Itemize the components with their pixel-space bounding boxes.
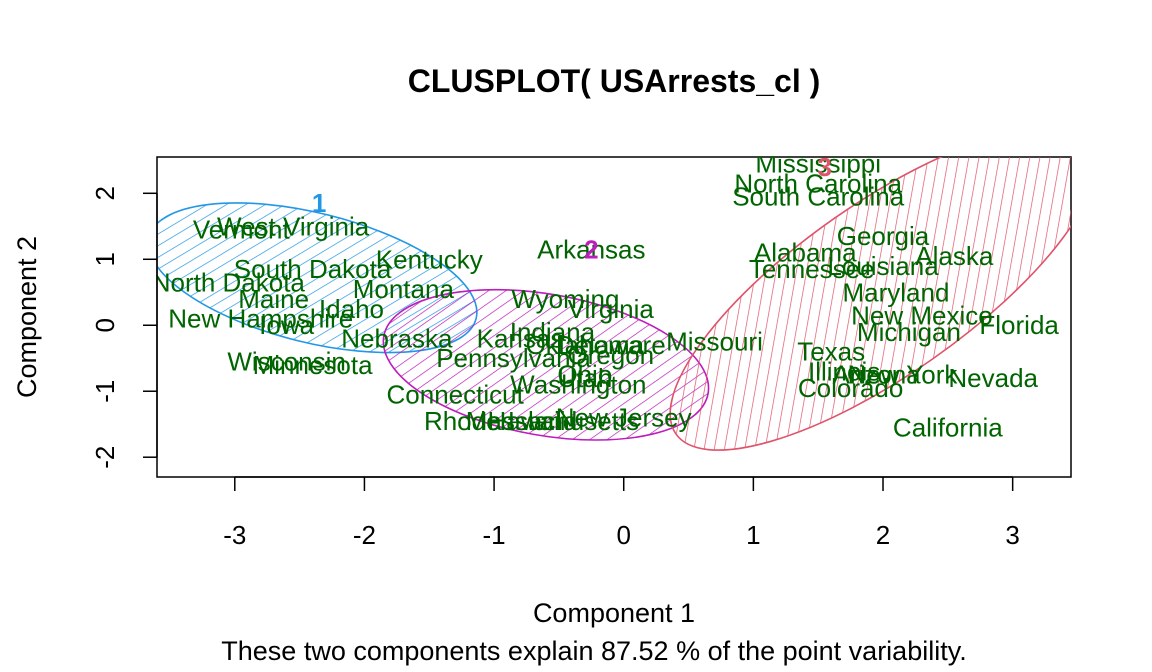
point-label: Wisconsin — [227, 347, 345, 377]
y-tick-label: 2 — [90, 186, 120, 200]
point-label: Delaware — [556, 330, 666, 360]
point-label: Washington — [510, 370, 646, 400]
y-tick-label: 1 — [90, 252, 120, 266]
point-label: California — [893, 413, 1003, 443]
point-label: Colorado — [798, 373, 904, 403]
point-label: Ohio — [557, 360, 612, 390]
point-label: Tennessee — [749, 254, 875, 284]
x-tick-label: -1 — [483, 520, 506, 550]
point-label: Missouri — [666, 327, 763, 357]
point-label: Oregon — [567, 340, 654, 370]
state-labels: Alabama Alaska Arizona Arkansas California Co… — [152, 149, 1059, 443]
point-label: Texas — [797, 337, 865, 367]
point-label: Maryland — [843, 277, 950, 307]
cluster-3-label: 3 — [817, 152, 831, 182]
point-label: Arkansas — [537, 234, 645, 264]
point-label: Kentucky — [376, 244, 483, 274]
point-label: South Dakota — [234, 254, 392, 284]
point-label: Michigan — [857, 317, 961, 347]
x-tick-label: -2 — [353, 520, 376, 550]
point-label: New Jersey — [556, 403, 692, 433]
point-label: Montana — [353, 274, 455, 304]
point-label: Indiana — [510, 317, 596, 347]
point-label: Kansas — [477, 323, 564, 353]
point-label: Hawaii — [487, 406, 565, 436]
point-label: Arizona — [832, 360, 921, 390]
cluster-ellipses — [157, 157, 1071, 451]
cluster-2-label: 2 — [584, 234, 598, 264]
point-label: South Carolina — [732, 182, 905, 212]
cluster-1-label: 1 — [312, 188, 326, 218]
point-label: Minnesota — [253, 350, 373, 380]
point-label: Oklahoma — [526, 330, 645, 360]
chart-subtitle: These two components explain 87.52 % of … — [221, 636, 966, 666]
y-tick-label: 0 — [90, 318, 120, 332]
point-label: Massachusetts — [466, 406, 639, 436]
x-tick-label: 3 — [1005, 520, 1019, 550]
x-axis-label: Component 1 — [533, 598, 695, 628]
point-label: Florida — [979, 310, 1059, 340]
x-tick-label: -3 — [223, 520, 246, 550]
y-tick-label: -1 — [90, 380, 120, 403]
point-label: Iowa — [259, 310, 314, 340]
point-label: Rhode Island — [424, 406, 577, 436]
point-label: North Dakota — [152, 267, 306, 297]
y-axis: -2 -1 0 1 2 — [90, 186, 158, 469]
point-label: Georgia — [837, 221, 930, 251]
x-tick-label: 0 — [616, 520, 630, 550]
point-label: West Virginia — [217, 211, 370, 241]
point-label: Illinois — [808, 356, 880, 386]
y-axis-label: Component 2 — [12, 236, 42, 398]
point-label: Connecticut — [387, 380, 525, 410]
point-label: Virginia — [568, 294, 655, 324]
point-label: Alaska — [915, 241, 994, 271]
point-label: New York — [848, 360, 959, 390]
cluster-3-ellipse — [669, 157, 1071, 451]
x-tick-label: 2 — [876, 520, 890, 550]
cluster-id-labels: 1 2 3 — [312, 152, 832, 264]
point-label: Wyoming — [511, 284, 619, 314]
point-label: Nebraska — [341, 323, 453, 353]
point-label: Maine — [238, 284, 309, 314]
x-tick-label: 1 — [746, 520, 760, 550]
point-label: Idaho — [319, 294, 384, 324]
point-label: Vermont — [193, 215, 291, 245]
point-label: Mississippi — [755, 149, 881, 179]
x-axis: -3 -2 -1 0 1 2 3 — [223, 476, 1020, 550]
y-tick-label: -2 — [90, 446, 120, 469]
point-label: Alabama — [754, 238, 857, 268]
point-label: Pennsylvania — [436, 343, 591, 373]
point-label: North Carolina — [734, 168, 902, 198]
point-label: New Mexico — [851, 300, 993, 330]
point-label: Louisiana — [827, 251, 939, 281]
chart-title: CLUSPLOT( USArrests_cl ) — [408, 63, 821, 99]
point-label: Utah — [557, 363, 612, 393]
point-label: New Hampshire — [168, 304, 353, 334]
point-label: Nevada — [948, 363, 1038, 393]
